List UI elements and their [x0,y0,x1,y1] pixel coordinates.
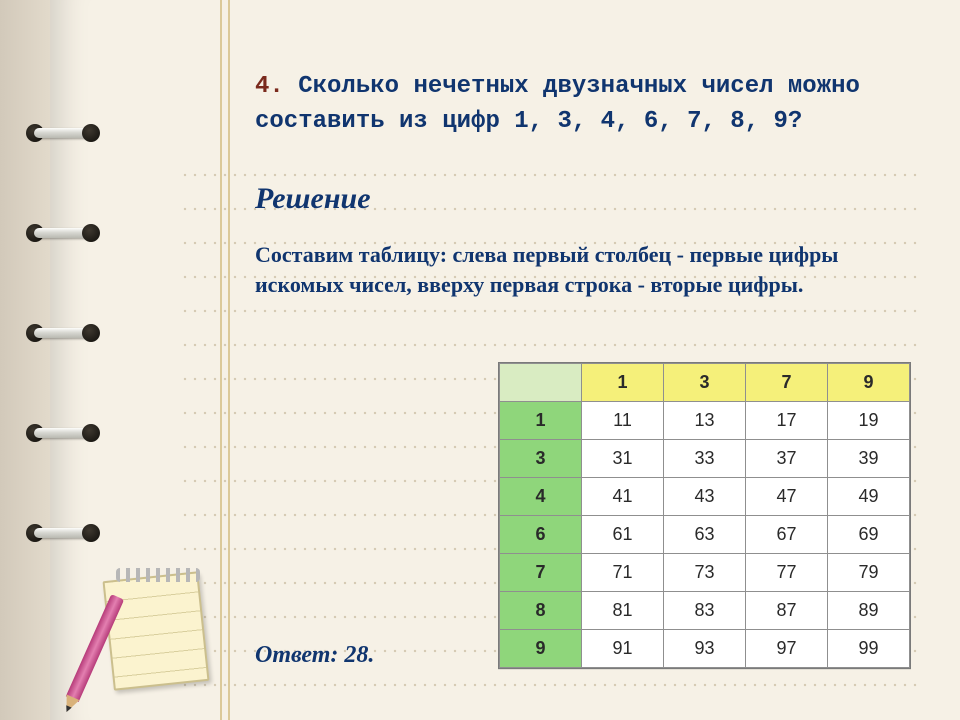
table-header-cell: 6 [500,516,582,554]
table-cell: 71 [582,554,664,592]
table-cell: 11 [582,402,664,440]
table-header-cell: 4 [500,478,582,516]
table-cell: 93 [664,630,746,668]
binder-ring [30,518,94,548]
table-cell: 69 [828,516,910,554]
table-cell: 77 [746,554,828,592]
table-header-cell: 8 [500,592,582,630]
table-cell: 39 [828,440,910,478]
table-cell: 87 [746,592,828,630]
margin-rule-1 [220,0,222,720]
table-row: 881838789 [500,592,910,630]
binder-ring [30,318,94,348]
problem-number: 4. [255,73,284,100]
table-header-cell: 1 [582,364,664,402]
number-table: 1379111131719331333739441434749661636769… [499,363,910,668]
table-row: 661636769 [500,516,910,554]
table-cell: 31 [582,440,664,478]
content-area: 4. Сколько нечетных двузначных чисел мож… [255,70,920,301]
notepad-icon [80,562,220,702]
table-header-cell: 1 [500,402,582,440]
answer-text: Ответ: 28. [255,642,374,669]
table-cell: 41 [582,478,664,516]
solution-description: Составим таблицу: слева первый столбец -… [255,240,920,302]
table-row: 1379 [500,364,910,402]
table-header-cell: 7 [746,364,828,402]
problem-text: 4. Сколько нечетных двузначных чисел мож… [255,70,920,140]
binding-strip [0,0,50,720]
table-header-cell: 9 [828,364,910,402]
margin-rule-2 [228,0,230,720]
table-cell: 47 [746,478,828,516]
notebook-page: 4. Сколько нечетных двузначных чисел мож… [50,0,960,720]
table-cell: 37 [746,440,828,478]
binder-ring [30,118,94,148]
table-header-cell: 7 [500,554,582,592]
table-header-cell: 3 [664,364,746,402]
table-header-cell: 9 [500,630,582,668]
table-header-cell: 3 [500,440,582,478]
table-cell: 83 [664,592,746,630]
table-cell: 33 [664,440,746,478]
table-row: 991939799 [500,630,910,668]
table-cell: 67 [746,516,828,554]
table-cell: 97 [746,630,828,668]
table-row: 111131719 [500,402,910,440]
table-header-cell [500,364,582,402]
table-row: 331333739 [500,440,910,478]
table-cell: 49 [828,478,910,516]
table-cell: 89 [828,592,910,630]
table-cell: 91 [582,630,664,668]
table-cell: 73 [664,554,746,592]
table-cell: 81 [582,592,664,630]
solution-heading: Решение [255,182,920,216]
number-table-wrap: 1379111131719331333739441434749661636769… [498,362,911,669]
table-row: 441434749 [500,478,910,516]
table-cell: 63 [664,516,746,554]
table-cell: 43 [664,478,746,516]
binder-ring [30,218,94,248]
table-cell: 99 [828,630,910,668]
table-cell: 13 [664,402,746,440]
binder-ring [30,418,94,448]
table-cell: 61 [582,516,664,554]
table-row: 771737779 [500,554,910,592]
table-cell: 17 [746,402,828,440]
table-cell: 19 [828,402,910,440]
table-cell: 79 [828,554,910,592]
problem-body: Сколько нечетных двузначных чисел можно … [255,73,860,135]
